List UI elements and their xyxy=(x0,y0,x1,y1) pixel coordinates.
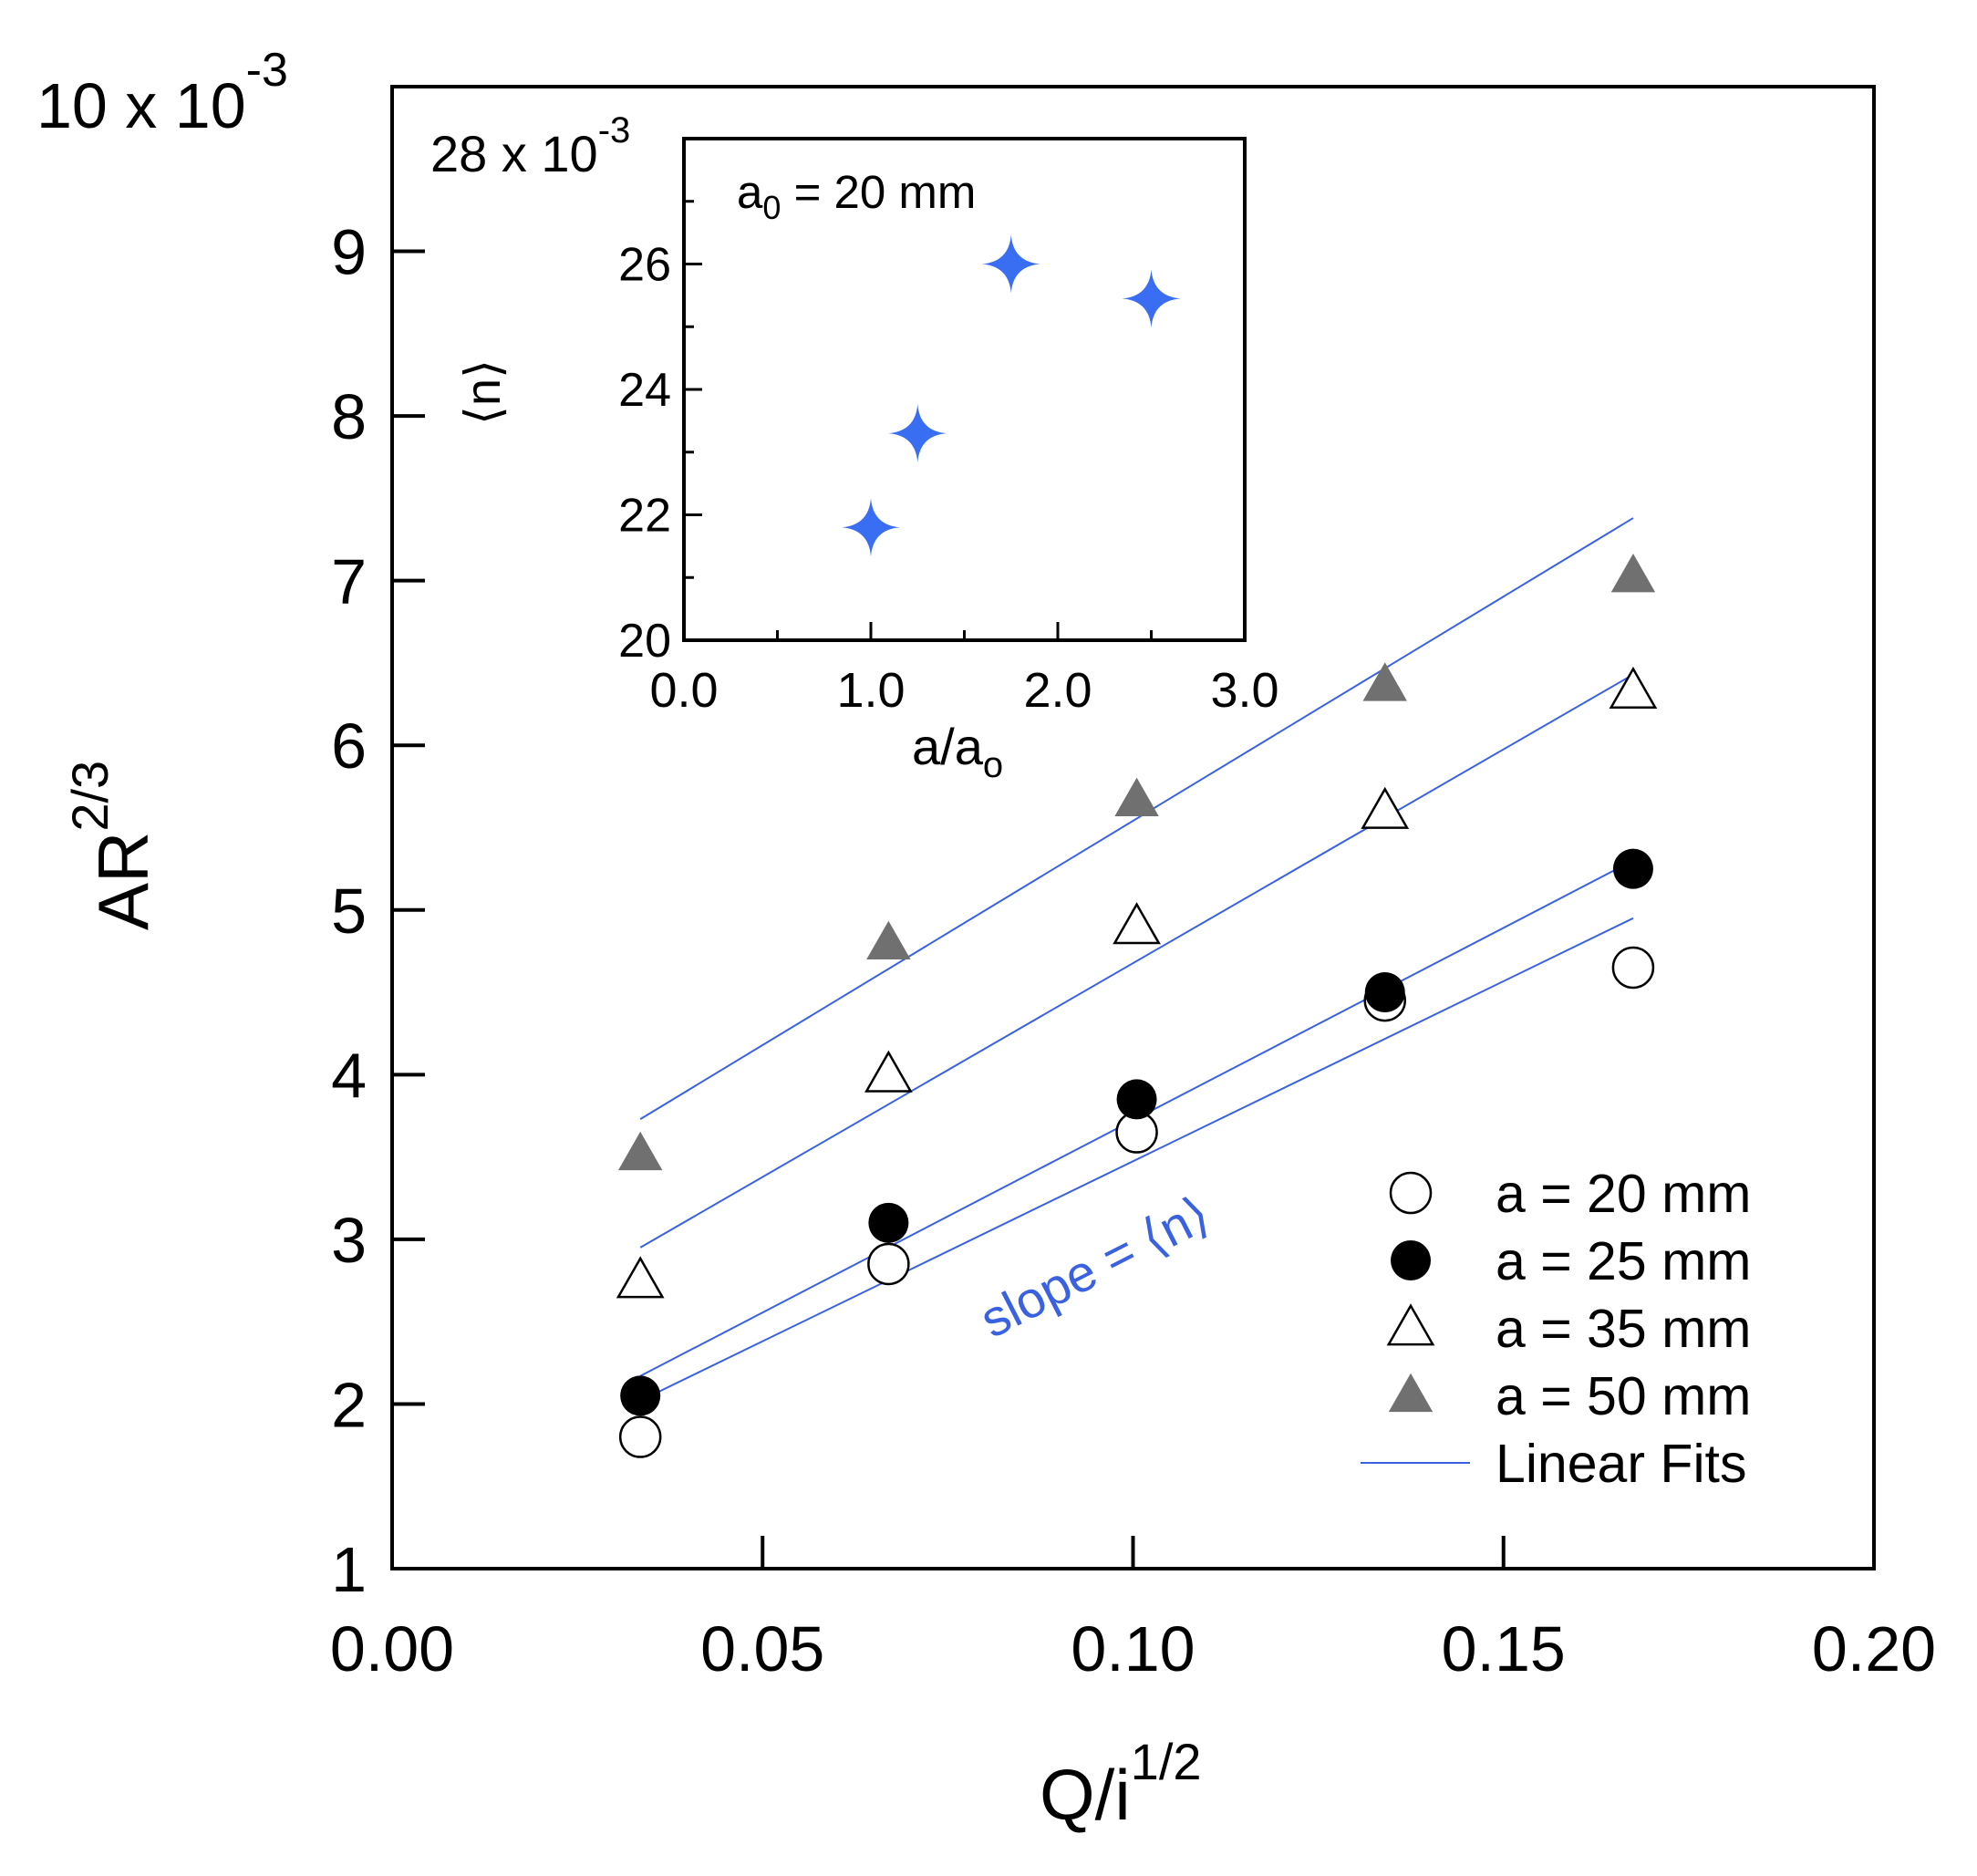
inset-star-point xyxy=(981,234,1040,294)
data-point-open-circle xyxy=(618,1415,662,1458)
inset-axis-ticks: 0.0 1.0 2.0 3.0 20 22 24 26 xyxy=(618,200,1279,718)
inset-x-tick-label: 0.0 xyxy=(649,663,718,718)
legend-label: a = 35 mm xyxy=(1496,1299,1751,1359)
data-point-open-triangle xyxy=(1386,1303,1435,1346)
legend-label: a = 50 mm xyxy=(1496,1366,1751,1426)
data-point-filled-triangle xyxy=(1610,554,1656,593)
y-axis-title: AR2/3 xyxy=(61,761,163,930)
data-point-open-triangle xyxy=(1609,666,1658,710)
data-point-filled-circle xyxy=(868,1202,909,1243)
main-axis-ticks: 0.00 0.05 0.10 0.15 0.20 1 2 3 4 5 6 7 8 9 xyxy=(330,217,1936,1684)
data-point-open-circle xyxy=(867,1242,910,1286)
inset-data-points xyxy=(842,234,1181,557)
x-tick-label: 0.10 xyxy=(1071,1613,1195,1684)
inset-y-tick-label: 22 xyxy=(618,490,671,543)
inset-x-tick-label: 2.0 xyxy=(1023,663,1092,718)
linear-fit-line xyxy=(639,517,1634,1120)
data-point-filled-triangle xyxy=(1362,662,1407,701)
inset-x-tick-label: 1.0 xyxy=(836,663,905,718)
legend-label: a = 20 mm xyxy=(1496,1164,1751,1224)
legend: a = 20 mm a = 25 mm a = 35 mm a = 50 mm Line… xyxy=(1361,1164,1751,1494)
data-point-filled-circle xyxy=(1364,972,1405,1013)
inset-annotation: a0 = 20 mm xyxy=(737,166,976,226)
x-tick-label: 0.15 xyxy=(1442,1613,1566,1684)
x-tick-label: 0.00 xyxy=(330,1613,454,1684)
inset-y-multiplier-label: 28 x 10-3 xyxy=(430,110,630,182)
data-point-filled-circle xyxy=(1391,1240,1431,1280)
y-tick-label: 7 xyxy=(331,546,367,617)
data-point-filled-triangle xyxy=(1388,1373,1434,1413)
data-point-open-triangle xyxy=(1113,902,1161,945)
inset-star-point xyxy=(1122,269,1181,328)
legend-label: a = 25 mm xyxy=(1496,1231,1751,1291)
main-data-points xyxy=(616,554,1658,1458)
y-tick-label: 4 xyxy=(331,1040,367,1111)
inset-star-point xyxy=(842,498,900,557)
data-point-filled-triangle xyxy=(866,920,911,960)
y-tick-label: 3 xyxy=(331,1205,367,1276)
data-point-open-circle xyxy=(1389,1171,1433,1215)
y-tick-label: 9 xyxy=(331,217,367,288)
x-tick-label: 0.05 xyxy=(700,1613,824,1684)
inset-y-tick-label: 26 xyxy=(618,239,671,292)
y-tick-label: 8 xyxy=(331,381,367,452)
data-point-open-triangle xyxy=(864,1050,913,1093)
y-tick-label: 6 xyxy=(331,710,367,782)
inset-plot-frame xyxy=(682,137,1247,642)
data-point-filled-circle xyxy=(1612,848,1653,889)
inset-y-tick-label: 24 xyxy=(618,364,671,417)
legend-label: Linear Fits xyxy=(1496,1434,1746,1494)
data-point-open-circle xyxy=(1611,946,1655,990)
y-multiplier-label: 10 x 10-3 xyxy=(36,44,288,141)
y-tick-label: 1 xyxy=(331,1534,367,1605)
inset-x-axis-title: a/ao xyxy=(912,718,1003,785)
x-axis-title: Q/i1/2 xyxy=(1040,1733,1202,1835)
data-point-filled-triangle xyxy=(617,1131,663,1171)
inset-x-tick-label: 3.0 xyxy=(1210,663,1278,718)
data-point-filled-circle xyxy=(1116,1079,1157,1120)
x-tick-label: 0.20 xyxy=(1812,1613,1936,1684)
slope-annotation: slope = ⟨n⟩ xyxy=(971,1185,1218,1349)
inset-y-tick-label: 20 xyxy=(618,615,671,668)
inset-y-axis-title: ⟨n⟩ xyxy=(456,359,511,425)
data-point-filled-triangle xyxy=(1114,777,1159,816)
inset-star-point xyxy=(888,404,947,463)
data-point-open-triangle xyxy=(1361,786,1410,829)
linear-fit-line xyxy=(639,673,1634,1249)
data-point-filled-circle xyxy=(620,1375,661,1416)
y-tick-label: 2 xyxy=(331,1369,367,1440)
linear-fit-line xyxy=(639,917,1634,1402)
y-tick-label: 5 xyxy=(331,876,367,947)
data-point-open-triangle xyxy=(616,1256,665,1299)
